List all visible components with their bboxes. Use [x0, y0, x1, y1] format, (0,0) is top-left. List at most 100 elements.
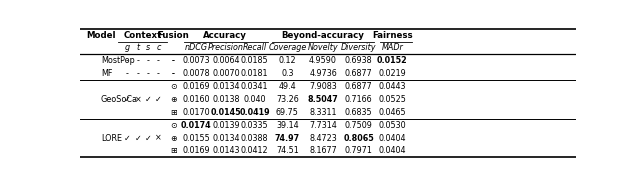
Text: 0.0143: 0.0143 — [212, 146, 239, 155]
Text: Precision: Precision — [208, 44, 244, 52]
Text: 8.4723: 8.4723 — [309, 134, 337, 142]
Text: Fusion: Fusion — [157, 31, 189, 40]
Text: 0.0530: 0.0530 — [379, 121, 406, 130]
Text: 49.4: 49.4 — [278, 82, 296, 91]
Text: Accuracy: Accuracy — [204, 31, 247, 40]
Text: 0.0404: 0.0404 — [379, 146, 406, 155]
Text: Novelty: Novelty — [308, 44, 339, 52]
Text: ✓: ✓ — [155, 95, 162, 104]
Text: -: - — [136, 69, 140, 78]
Text: 0.0139: 0.0139 — [212, 121, 239, 130]
Text: MostPop: MostPop — [101, 56, 134, 65]
Text: 0.6877: 0.6877 — [345, 82, 372, 91]
Text: 0.0185: 0.0185 — [241, 56, 268, 65]
Text: 7.7314: 7.7314 — [309, 121, 337, 130]
Text: ✓: ✓ — [124, 95, 131, 104]
Text: Model: Model — [86, 31, 116, 40]
Text: 0.7509: 0.7509 — [345, 121, 372, 130]
Text: ×: × — [155, 134, 162, 142]
Text: -: - — [136, 56, 140, 65]
Text: 0.0174: 0.0174 — [180, 121, 211, 130]
Text: 0.8065: 0.8065 — [344, 134, 374, 142]
Text: 0.12: 0.12 — [278, 56, 296, 65]
Text: 0.0412: 0.0412 — [241, 146, 268, 155]
Text: 4.9590: 4.9590 — [309, 56, 337, 65]
Text: -: - — [172, 56, 175, 65]
Text: ⊞: ⊞ — [170, 108, 177, 117]
Text: 0.0064: 0.0064 — [212, 56, 239, 65]
Text: 0.0169: 0.0169 — [182, 82, 210, 91]
Text: 0.0134: 0.0134 — [212, 134, 239, 142]
Text: 0.0152: 0.0152 — [377, 56, 408, 65]
Text: ✓: ✓ — [134, 134, 141, 142]
Text: -: - — [157, 69, 160, 78]
Text: GeoSoCa: GeoSoCa — [101, 95, 138, 104]
Text: Context: Context — [124, 31, 162, 40]
Text: 8.5047: 8.5047 — [308, 95, 339, 104]
Text: -: - — [125, 56, 129, 65]
Text: 0.6835: 0.6835 — [345, 108, 372, 117]
Text: Fairness: Fairness — [372, 31, 413, 40]
Text: ⊕: ⊕ — [170, 134, 177, 142]
Text: 0.040: 0.040 — [243, 95, 266, 104]
Text: MF: MF — [101, 69, 112, 78]
Text: ⊕: ⊕ — [170, 95, 177, 104]
Text: 39.14: 39.14 — [276, 121, 299, 130]
Text: ⊞: ⊞ — [170, 146, 177, 155]
Text: 0.0465: 0.0465 — [379, 108, 406, 117]
Text: 0.0219: 0.0219 — [379, 69, 406, 78]
Text: 0.0070: 0.0070 — [212, 69, 239, 78]
Text: LORE: LORE — [101, 134, 122, 142]
Text: 0.6877: 0.6877 — [345, 69, 372, 78]
Text: 74.51: 74.51 — [276, 146, 299, 155]
Text: nDCG: nDCG — [184, 44, 207, 52]
Text: 0.0145: 0.0145 — [211, 108, 241, 117]
Text: 0.0138: 0.0138 — [212, 95, 239, 104]
Text: 4.9736: 4.9736 — [309, 69, 337, 78]
Text: 0.6938: 0.6938 — [345, 56, 372, 65]
Text: MADr: MADr — [381, 44, 403, 52]
Text: 0.0419: 0.0419 — [239, 108, 270, 117]
Text: Coverage: Coverage — [268, 44, 307, 52]
Text: t: t — [136, 44, 140, 52]
Text: 74.97: 74.97 — [275, 134, 300, 142]
Text: s: s — [147, 44, 150, 52]
Text: ✓: ✓ — [145, 134, 152, 142]
Text: 73.26: 73.26 — [276, 95, 299, 104]
Text: 0.0169: 0.0169 — [182, 146, 210, 155]
Text: 0.0404: 0.0404 — [379, 134, 406, 142]
Text: -: - — [157, 56, 160, 65]
Text: 0.7971: 0.7971 — [345, 146, 372, 155]
Text: -: - — [147, 69, 150, 78]
Text: 0.0073: 0.0073 — [182, 56, 210, 65]
Text: 0.0160: 0.0160 — [182, 95, 210, 104]
Text: g: g — [125, 44, 130, 52]
Text: 0.0155: 0.0155 — [182, 134, 210, 142]
Text: 8.1677: 8.1677 — [309, 146, 337, 155]
Text: c: c — [156, 44, 161, 52]
Text: -: - — [172, 69, 175, 78]
Text: 0.0078: 0.0078 — [182, 69, 210, 78]
Text: 0.0525: 0.0525 — [378, 95, 406, 104]
Text: 0.7166: 0.7166 — [345, 95, 372, 104]
Text: 0.0181: 0.0181 — [241, 69, 268, 78]
Text: ×: × — [134, 95, 141, 104]
Text: 0.0170: 0.0170 — [182, 108, 210, 117]
Text: 7.9083: 7.9083 — [309, 82, 337, 91]
Text: -: - — [172, 69, 175, 78]
Text: -: - — [172, 56, 175, 65]
Text: Beyond-accuracy: Beyond-accuracy — [282, 31, 364, 40]
Text: 0.0388: 0.0388 — [241, 134, 268, 142]
Text: ✓: ✓ — [124, 134, 131, 142]
Text: 0.0341: 0.0341 — [241, 82, 268, 91]
Text: Recall: Recall — [243, 44, 267, 52]
Text: ⊙: ⊙ — [170, 121, 177, 130]
Text: ✓: ✓ — [145, 95, 152, 104]
Text: 0.0134: 0.0134 — [212, 82, 239, 91]
Text: -: - — [125, 69, 129, 78]
Text: ⊙: ⊙ — [170, 82, 177, 91]
Text: 0.0335: 0.0335 — [241, 121, 268, 130]
Text: 0.3: 0.3 — [281, 69, 294, 78]
Text: -: - — [147, 56, 150, 65]
Text: Diversity: Diversity — [341, 44, 376, 52]
